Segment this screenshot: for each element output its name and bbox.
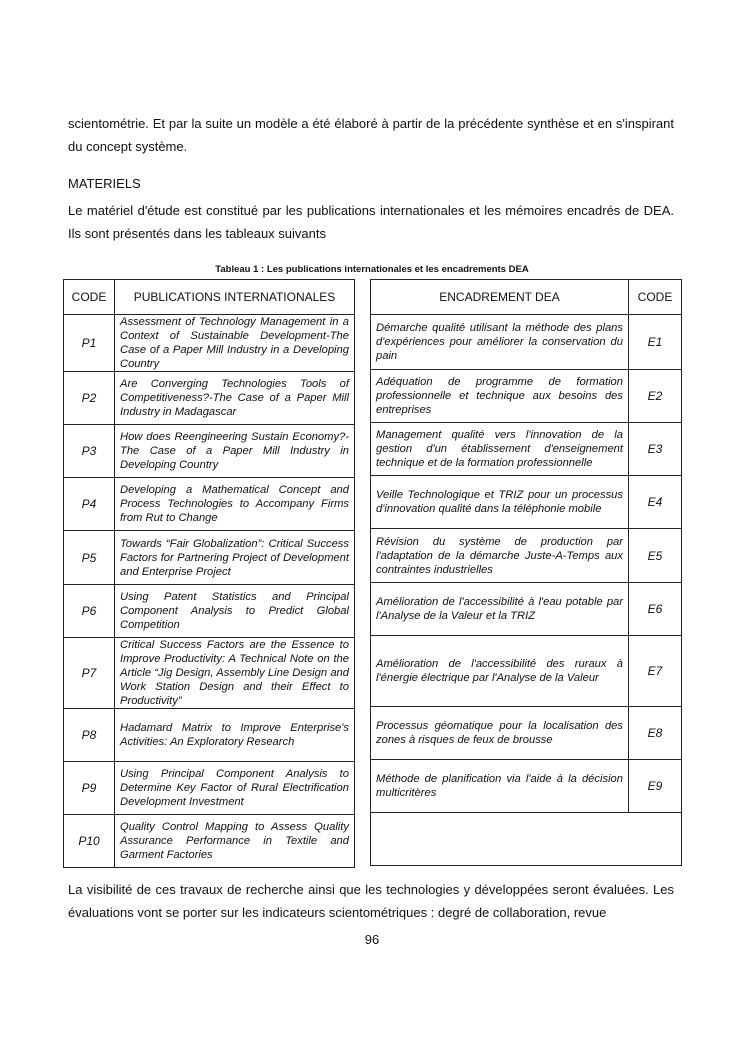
row-code: P3 (63, 424, 115, 478)
row-code: E4 (628, 475, 682, 529)
row-code: E8 (628, 706, 682, 760)
row-code: P9 (63, 761, 115, 815)
table-row: Management qualité vers l'innovation de … (370, 422, 682, 476)
row-code: P2 (63, 371, 115, 425)
row-code: P10 (63, 814, 115, 868)
table-row: Méthode de planification via l'aide à la… (370, 759, 682, 813)
row-code: P1 (63, 314, 115, 372)
encadrement-table: ENCADREMENT DEA CODE Démarche qualité ut… (370, 279, 682, 866)
row-code: E2 (628, 369, 682, 423)
table-row: P6 Using Patent Statistics and Principal … (63, 584, 355, 638)
table-row (370, 812, 682, 866)
row-code: P8 (63, 708, 115, 762)
row-title: Towards “Fair Globalization”: Critical S… (114, 530, 355, 585)
row-title: Amélioration de l'accessibilité des rura… (370, 635, 629, 707)
row-title: Révision du système de production par l'… (370, 528, 629, 583)
row-title: Using Patent Statistics and Principal Co… (114, 584, 355, 638)
row-code: E3 (628, 422, 682, 476)
table-row: P3 How does Reengineering Sustain Economy… (63, 424, 355, 478)
materials-paragraph: Le matériel d'étude est constitué par le… (68, 203, 674, 241)
table-row: P8 Hadamard Matrix to Improve Enterprise'… (63, 708, 355, 762)
row-title: Démarche qualité utilisant la méthode de… (370, 314, 629, 370)
row-code: E7 (628, 635, 682, 707)
table-row: Adéquation de programme de formation pro… (370, 369, 682, 423)
row-code: P4 (63, 477, 115, 531)
table-row: Démarche qualité utilisant la méthode de… (370, 314, 682, 370)
row-title: Quality Control Mapping to Assess Qualit… (114, 814, 355, 868)
row-title: Using Principal Component Analysis to De… (114, 761, 355, 815)
row-title: Hadamard Matrix to Improve Enterprise's … (114, 708, 355, 762)
row-code: P5 (63, 530, 115, 585)
row-title: Processus géomatique pour la localisatio… (370, 706, 629, 760)
table-row: Révision du système de production par l'… (370, 528, 682, 583)
row-title: Developing a Mathematical Concept and Pr… (114, 477, 355, 531)
table-row: P1 Assessment of Technology Management in… (63, 314, 355, 372)
row-title: Veille Technologique et TRIZ pour un pro… (370, 475, 629, 529)
row-title: Are Converging Technologies Tools of Com… (114, 371, 355, 425)
row-code: P6 (63, 584, 115, 638)
row-title: Assessment of Technology Management in a… (114, 314, 355, 372)
header-encadrement: ENCADREMENT DEA (370, 279, 629, 315)
row-title: Critical Success Factors are the Essence… (114, 637, 355, 709)
row-code: E1 (628, 314, 682, 370)
table-header-row: CODE PUBLICATIONS INTERNATIONALES (63, 279, 355, 315)
empty-cell (370, 812, 682, 866)
publications-table: CODE PUBLICATIONS INTERNATIONALES P1 Asse… (63, 279, 355, 868)
header-code: CODE (628, 279, 682, 315)
table-row: Processus géomatique pour la localisatio… (370, 706, 682, 760)
table-caption: Tableau 1 : Les publications internation… (215, 264, 529, 275)
row-code: E6 (628, 582, 682, 636)
row-title: Adéquation de programme de formation pro… (370, 369, 629, 423)
row-title: Méthode de planification via l'aide à la… (370, 759, 629, 813)
page-number: 96 (364, 932, 380, 947)
header-code: CODE (63, 279, 115, 315)
table-row: P5 Towards “Fair Globalization”: Critical… (63, 530, 355, 585)
table-header-row: ENCADREMENT DEA CODE (370, 279, 682, 315)
row-title: Amélioration de l'accessibilité à l'eau … (370, 582, 629, 636)
table-row: P9 Using Principal Component Analysis to … (63, 761, 355, 815)
closing-paragraph: La visibilité de ces travaux de recherch… (68, 882, 674, 920)
table-row: P10 Quality Control Mapping to Assess Qua… (63, 814, 355, 868)
row-code: E5 (628, 528, 682, 583)
table-row: P2 Are Converging Technologies Tools of C… (63, 371, 355, 425)
table-row: P7 Critical Success Factors are the Essen… (63, 637, 355, 709)
table-row: Amélioration de l'accessibilité des rura… (370, 635, 682, 707)
row-code: E9 (628, 759, 682, 813)
section-heading: MATERIELS (68, 176, 141, 191)
table-row: Veille Technologique et TRIZ pour un pro… (370, 475, 682, 529)
row-title: How does Reengineering Sustain Economy?-… (114, 424, 355, 478)
table-row: P4 Developing a Mathematical Concept and … (63, 477, 355, 531)
table-row: Amélioration de l'accessibilité à l'eau … (370, 582, 682, 636)
intro-paragraph: scientométrie. Et par la suite un modèle… (68, 116, 674, 154)
row-title: Management qualité vers l'innovation de … (370, 422, 629, 476)
row-code: P7 (63, 637, 115, 709)
header-publications: PUBLICATIONS INTERNATIONALES (114, 279, 355, 315)
